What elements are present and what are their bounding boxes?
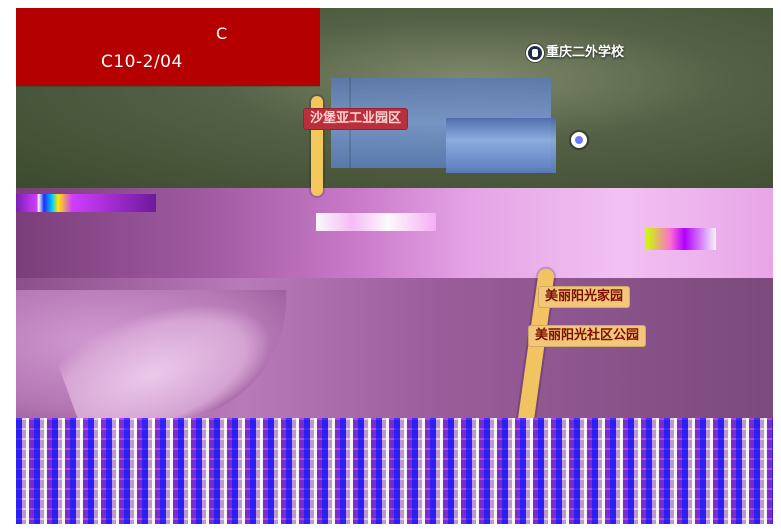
industrial-roofs-2 [446,118,556,173]
glitch-strip-2 [316,213,436,231]
glitched-footer-noise [16,418,773,524]
glitch-strip-3 [646,228,716,250]
map-title-card: C C10-2/04 [16,8,320,86]
industrial-zone-label[interactable]: 沙堡亚工业园区 [303,108,409,130]
community-home-label[interactable]: 美丽阳光家园 [538,286,631,308]
community-park-label[interactable]: 美丽阳光社区公园 [528,325,647,347]
glitch-strip-1 [16,194,156,212]
map-code: C10-2/04 [101,52,183,72]
school-icon[interactable] [526,44,544,62]
map-pin-icon[interactable] [571,132,587,148]
school-label[interactable]: 重庆二外学校 [546,45,625,60]
map-viewport[interactable]: 重庆二外学校 沙堡亚工业园区 美丽阳光家园 美丽阳光社区公园 [16,8,773,524]
map-title-line1: C [216,24,228,43]
